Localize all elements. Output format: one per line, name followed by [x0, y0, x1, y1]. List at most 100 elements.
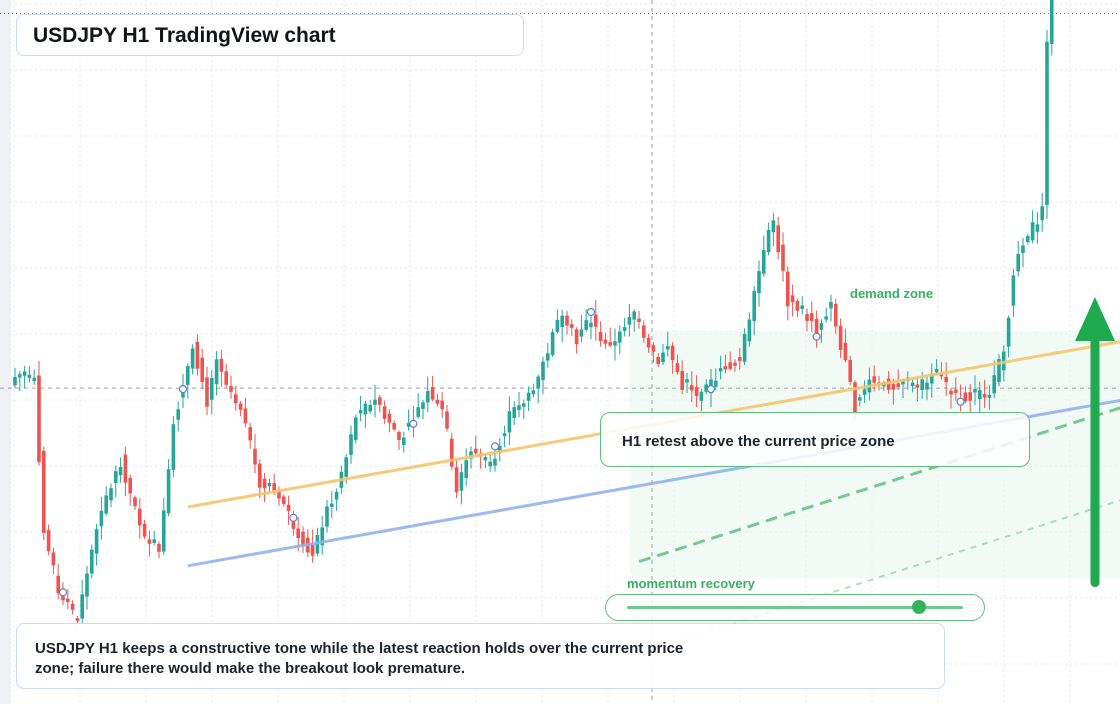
candle-down: [262, 478, 267, 489]
candle-up: [661, 352, 665, 363]
candle-down: [205, 377, 209, 407]
candle-down: [248, 427, 252, 441]
candle-up: [901, 381, 905, 385]
candle-down: [387, 413, 392, 423]
candle-down: [834, 303, 838, 327]
candle-up: [800, 305, 804, 309]
momentum-slider[interactable]: [605, 594, 985, 621]
candle-up: [934, 369, 939, 373]
candle-down: [570, 324, 574, 328]
candle-up: [579, 329, 584, 337]
candle-up: [186, 366, 190, 385]
candle-down: [598, 331, 603, 342]
candle-down: [392, 423, 396, 430]
candle-up: [406, 422, 411, 427]
candle-down: [56, 575, 60, 594]
candle-down: [272, 483, 276, 493]
candle-down: [310, 544, 315, 556]
candle-down: [982, 394, 987, 398]
candle-down: [138, 508, 142, 526]
candle-up: [176, 409, 180, 420]
candle-down: [123, 454, 128, 483]
candle-up: [507, 411, 512, 433]
candle-up: [166, 469, 171, 514]
candle-up: [858, 397, 862, 401]
candle-up: [1045, 41, 1049, 205]
candle-down: [224, 371, 228, 385]
candle-down: [656, 357, 660, 365]
candle-up: [493, 458, 497, 466]
candle-down: [430, 387, 435, 400]
candle-down: [238, 403, 243, 410]
candle-up: [22, 371, 27, 376]
candle-down: [253, 448, 257, 465]
momentum-knob[interactable]: [912, 600, 927, 614]
trendline-green-dashed: [638, 406, 1120, 564]
candle-up: [531, 390, 536, 395]
candle-up: [94, 529, 99, 554]
candle-down: [786, 271, 790, 307]
candle-up: [930, 373, 934, 384]
candle-up: [862, 389, 867, 395]
candle-down: [694, 386, 699, 396]
candle-down: [46, 530, 51, 552]
candle-up: [344, 457, 348, 477]
candle-down: [142, 523, 147, 537]
candle-down: [445, 411, 449, 429]
candle-down: [810, 313, 814, 321]
candle-down: [594, 314, 598, 327]
candle-up: [526, 392, 531, 401]
analysis-caption-box: USDJPY H1 keeps a constructive tone whil…: [16, 623, 945, 689]
circle-marker-icon: [812, 332, 821, 341]
candle-up: [464, 460, 468, 478]
candle-down: [37, 375, 41, 463]
candle-up: [766, 229, 771, 253]
circle-marker-icon: [956, 397, 965, 406]
candle-down: [66, 598, 70, 603]
circle-marker-icon: [58, 588, 68, 597]
candle-up: [829, 301, 833, 309]
candle-down: [219, 358, 224, 372]
candlestick-series: [13, 0, 1054, 629]
candle-down: [435, 399, 440, 404]
candle-up: [349, 434, 353, 455]
candle-up: [512, 407, 516, 419]
candle-up: [622, 327, 627, 331]
candle-up: [162, 510, 166, 552]
candle-down: [814, 319, 819, 336]
candle-up: [27, 374, 32, 378]
candle-down: [848, 359, 852, 382]
candle-down: [915, 384, 920, 388]
candle-up: [685, 379, 689, 383]
candle-up: [368, 405, 372, 412]
candle-down: [675, 363, 680, 373]
candle-up: [90, 549, 94, 574]
candle-down: [944, 376, 948, 383]
candle-down: [382, 406, 387, 419]
candle-down: [282, 496, 286, 505]
candle-down: [603, 339, 608, 344]
candle-down: [229, 385, 233, 392]
candle-down: [301, 531, 305, 547]
candle-up: [627, 316, 632, 325]
candle-down: [723, 366, 728, 370]
candle-down: [781, 244, 785, 271]
left-price-scale-edge: [0, 0, 11, 704]
candle-down: [805, 314, 809, 321]
candle-up: [752, 290, 756, 321]
candle-up: [541, 361, 545, 380]
momentum-label: momentum recovery: [627, 576, 755, 591]
candle-up: [334, 491, 339, 500]
candle-up: [109, 488, 113, 501]
candle-up: [210, 377, 214, 400]
candle-down: [258, 463, 262, 488]
candle-up: [118, 467, 123, 476]
candle-up: [757, 271, 761, 294]
chart-title: USDJPY H1 TradingView chart: [33, 24, 336, 47]
candle-down: [286, 504, 291, 511]
candle-up: [426, 391, 430, 403]
candle-up: [402, 437, 406, 445]
candle-down: [397, 431, 401, 440]
candle-up: [714, 380, 718, 387]
